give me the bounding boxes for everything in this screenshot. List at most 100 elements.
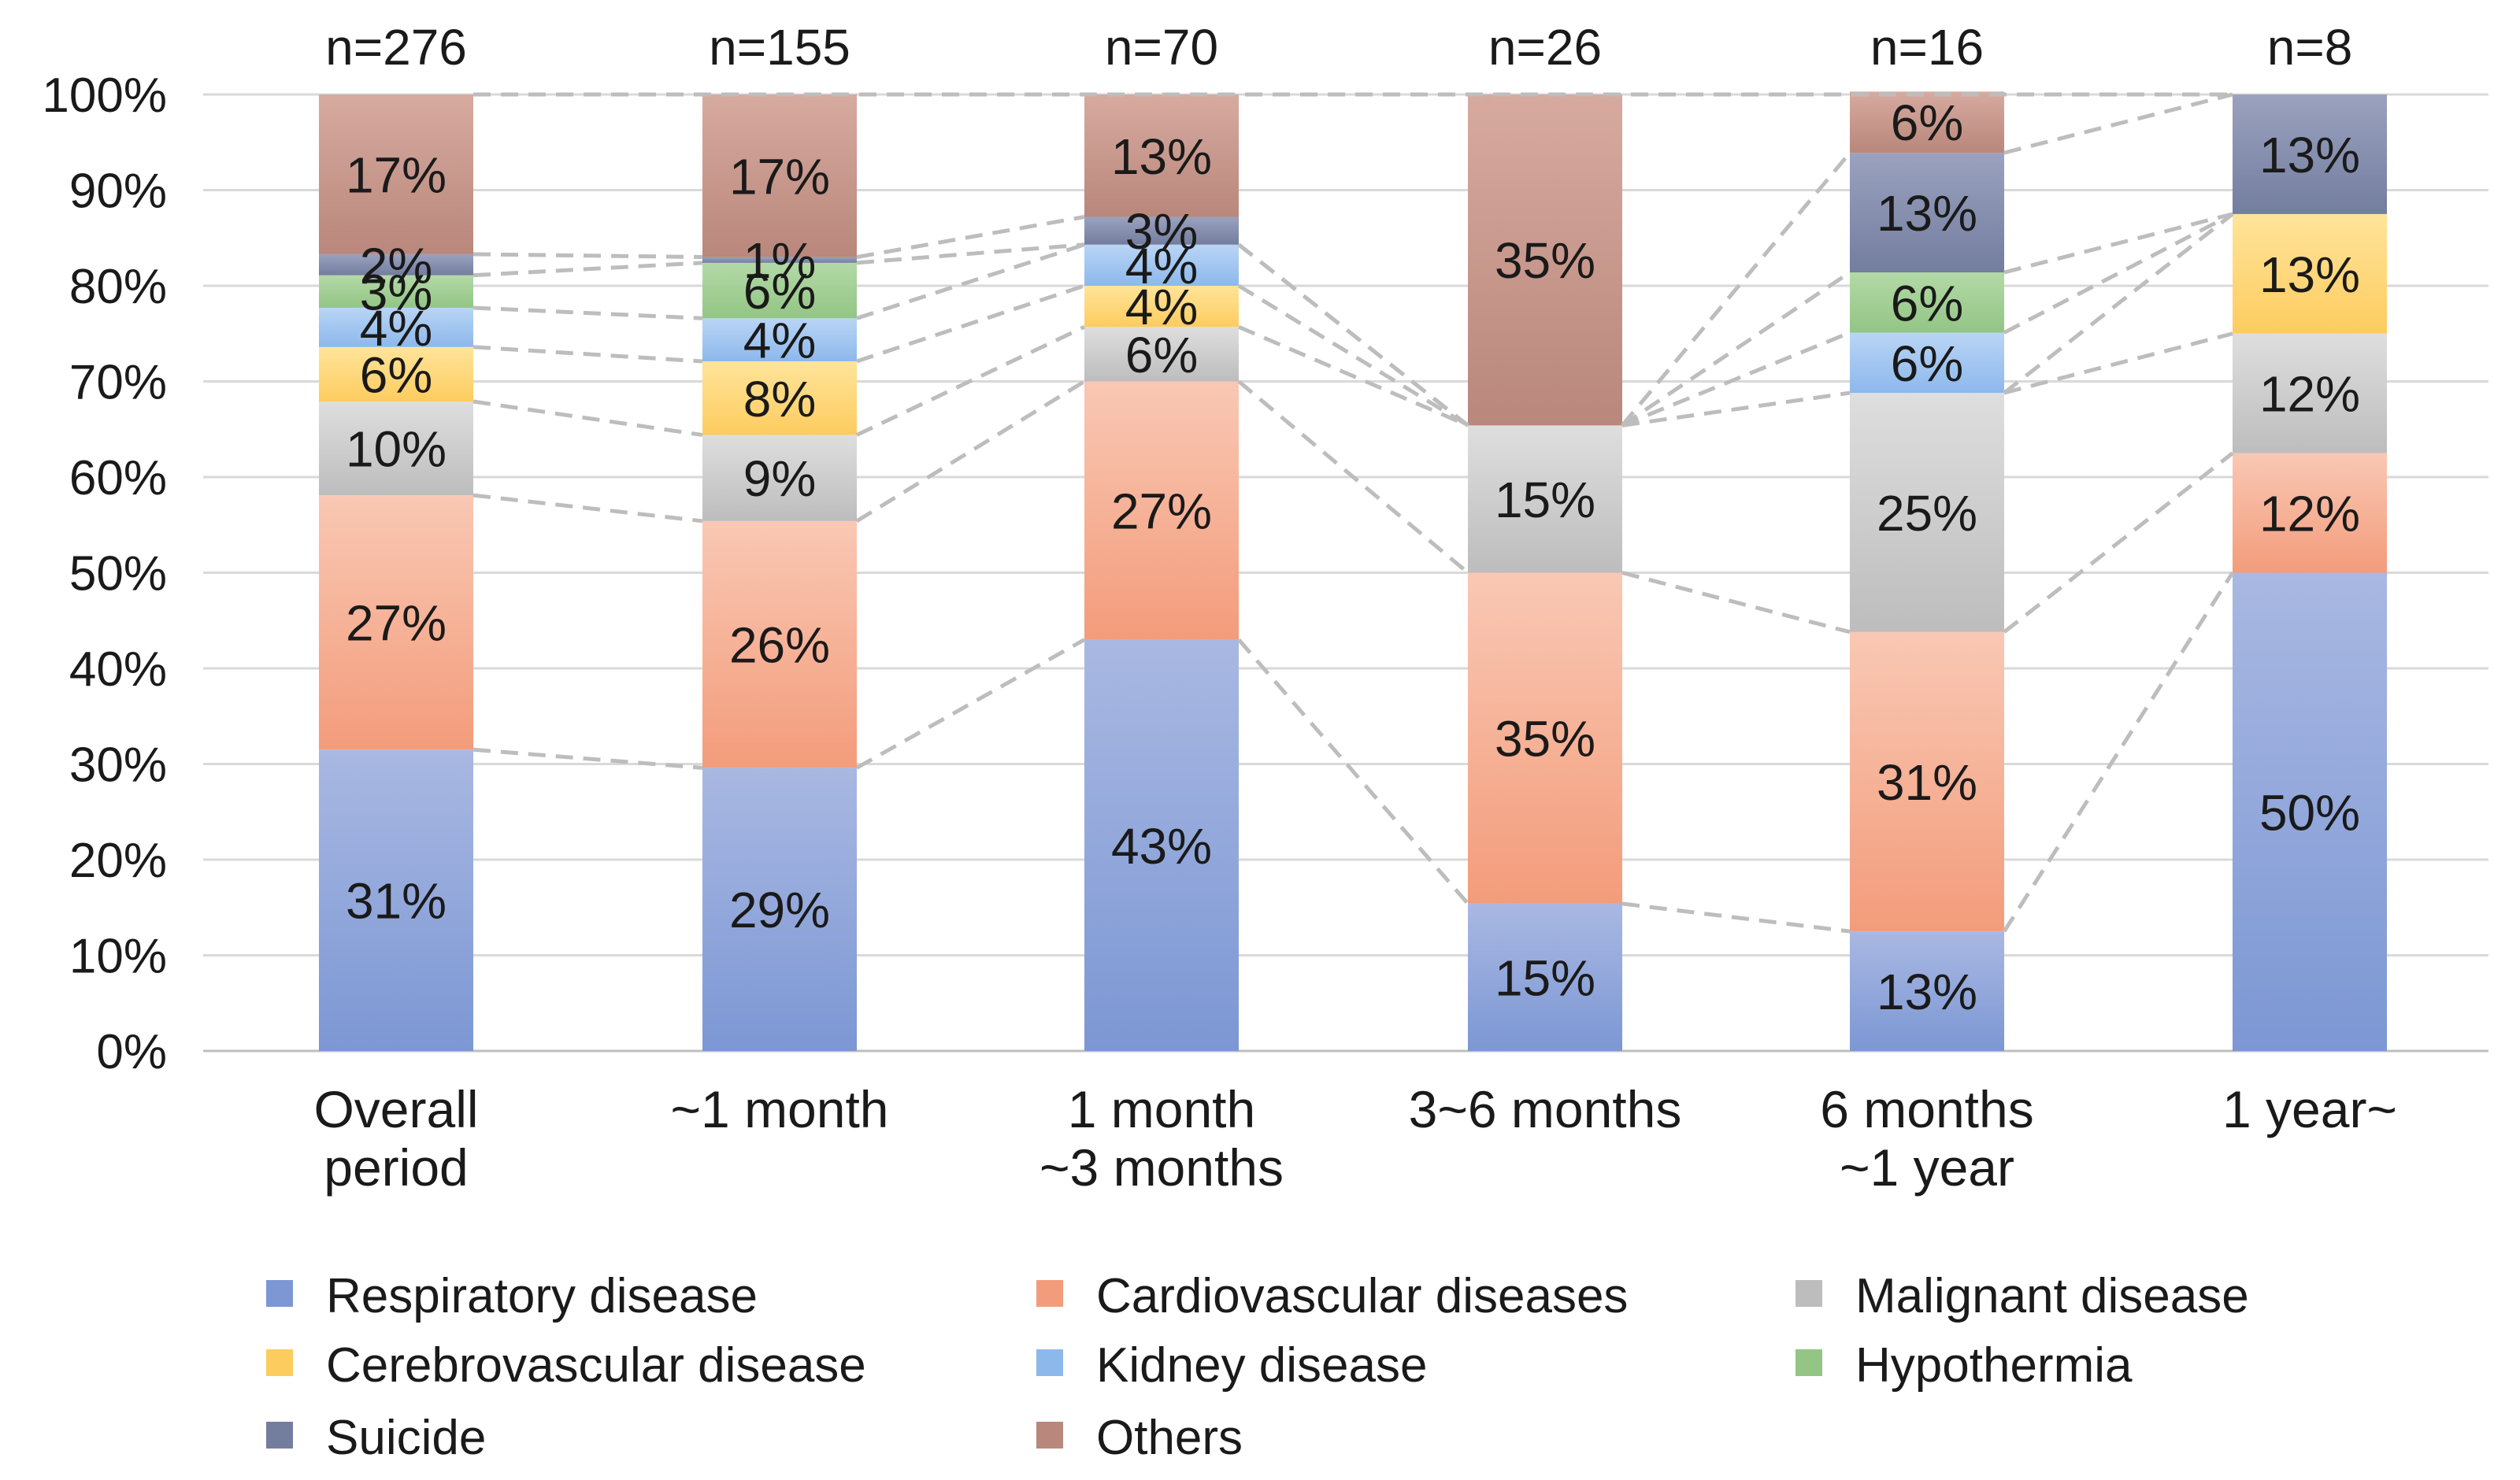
bar-segment bbox=[1468, 94, 1622, 426]
bar-segment bbox=[1850, 91, 2004, 154]
bar-segment bbox=[702, 262, 857, 319]
data-label: 29% bbox=[729, 882, 830, 938]
connector-line bbox=[472, 747, 703, 770]
connector-line bbox=[2003, 92, 2233, 155]
bar-segment bbox=[1468, 903, 1622, 1051]
legend-item: Cardiovascular diseases bbox=[1036, 1269, 1628, 1323]
connector-line bbox=[1237, 379, 1469, 575]
legend: Respiratory disease Cardiovascular diseas… bbox=[266, 1269, 2249, 1465]
legend-label: Cerebrovascular disease bbox=[326, 1338, 866, 1393]
legend-item: Suicide bbox=[266, 1411, 486, 1465]
data-label: 31% bbox=[346, 873, 447, 930]
connector-line bbox=[856, 215, 1085, 260]
bar-segment bbox=[1850, 153, 2004, 272]
x-axis-ticks: Overall period ~1 month 1 month ~3 months 3~6… bbox=[313, 1080, 2397, 1197]
data-label: 6% bbox=[1891, 94, 1964, 151]
bar-segment bbox=[1084, 639, 1239, 1051]
legend-item: Cerebrovascular disease bbox=[266, 1338, 866, 1393]
connector-line bbox=[472, 252, 703, 260]
bar-segment bbox=[702, 94, 857, 257]
connector-line bbox=[472, 305, 703, 320]
connector-line bbox=[1237, 242, 1469, 427]
data-label: 6% bbox=[743, 263, 817, 320]
data-label: 35% bbox=[1495, 232, 1595, 289]
data-label: 4% bbox=[360, 300, 433, 357]
bar-segment bbox=[702, 520, 857, 768]
connector-line bbox=[1621, 901, 1851, 934]
legend-label: Cardiovascular diseases bbox=[1096, 1269, 1628, 1323]
connector-line bbox=[1621, 331, 1851, 427]
legend-swatch bbox=[1036, 1280, 1063, 1307]
legend-item: Malignant disease bbox=[1796, 1269, 2249, 1323]
data-label: 43% bbox=[1111, 818, 1212, 875]
data-label: 50% bbox=[2259, 784, 2360, 841]
sample-size-label: n=26 bbox=[1488, 19, 1602, 76]
data-label: 27% bbox=[1111, 483, 1212, 540]
data-label: 6% bbox=[360, 346, 433, 403]
bar-segment bbox=[702, 435, 857, 521]
connector-line bbox=[1621, 390, 1851, 427]
legend-label: Kidney disease bbox=[1096, 1338, 1428, 1393]
legend-label: Malignant disease bbox=[1855, 1269, 2249, 1323]
bar-segment bbox=[1084, 216, 1239, 245]
data-label: 13% bbox=[2259, 127, 2360, 183]
connector-line bbox=[2003, 212, 2233, 275]
connector-line bbox=[855, 638, 1086, 770]
y-tick-label: 30% bbox=[69, 738, 167, 793]
legend-swatch bbox=[266, 1349, 293, 1376]
data-label: 8% bbox=[743, 371, 817, 427]
data-label: 13% bbox=[1877, 964, 1977, 1020]
connector-line bbox=[855, 379, 1086, 524]
bar-segment bbox=[319, 275, 473, 308]
connector-line bbox=[2003, 212, 2234, 335]
bar-segment bbox=[1850, 393, 2004, 632]
x-tick-label: 1 year~ bbox=[2222, 1080, 2397, 1138]
x-tick-label: 1 month ~3 months bbox=[1040, 1080, 1284, 1197]
bar-segment bbox=[1850, 931, 2004, 1051]
bar-segment bbox=[702, 257, 857, 263]
bar-segment bbox=[1084, 381, 1239, 640]
sample-size-label: n=276 bbox=[325, 19, 467, 76]
bar-segment bbox=[2233, 453, 2387, 573]
y-tick-label: 20% bbox=[69, 834, 167, 888]
connector-line bbox=[1621, 571, 1851, 635]
sample-size-label: n=70 bbox=[1105, 19, 1218, 76]
data-label: 9% bbox=[743, 450, 817, 507]
data-label: 26% bbox=[729, 617, 830, 674]
bar-segment bbox=[2233, 572, 2387, 1051]
legend-swatch bbox=[1036, 1349, 1063, 1376]
data-label: 1% bbox=[743, 232, 817, 289]
data-label: 31% bbox=[1877, 754, 1977, 811]
legend-item: Kidney disease bbox=[1036, 1338, 1428, 1393]
connector-lines bbox=[472, 92, 2235, 934]
data-label: 3% bbox=[1125, 203, 1199, 260]
sample-size-labels: n=276 n=155 n=70 n=26 n=16 n=8 bbox=[325, 19, 2352, 76]
legend-label: Suicide bbox=[326, 1411, 486, 1465]
connector-line bbox=[856, 242, 1085, 265]
data-label: 6% bbox=[1891, 335, 1964, 392]
connector-line bbox=[1621, 270, 1851, 427]
data-label: 6% bbox=[1125, 327, 1199, 383]
data-label: 13% bbox=[1877, 185, 1977, 242]
connector-line bbox=[856, 242, 1085, 320]
legend-item: Others bbox=[1036, 1411, 1243, 1465]
x-tick-label: 6 months ~1 year bbox=[1820, 1080, 2033, 1197]
data-label: 6% bbox=[1891, 275, 1964, 331]
connector-line bbox=[855, 324, 1086, 437]
bar-segment bbox=[319, 346, 473, 402]
connector-line bbox=[472, 261, 703, 278]
legend-swatch bbox=[1036, 1422, 1063, 1449]
bar-segment bbox=[1084, 244, 1239, 286]
bar-segment bbox=[1084, 94, 1239, 217]
bar-segment bbox=[1468, 425, 1622, 573]
bar-segment bbox=[319, 749, 473, 1051]
connector-line bbox=[2003, 331, 2233, 395]
connector-line bbox=[1238, 324, 1469, 427]
data-label: 12% bbox=[2259, 366, 2360, 423]
bars bbox=[319, 91, 2387, 1051]
y-tick-label: 90% bbox=[69, 165, 167, 219]
connector-line bbox=[1621, 151, 1851, 427]
bar-segment bbox=[2233, 213, 2387, 334]
bar-segment bbox=[319, 94, 473, 254]
